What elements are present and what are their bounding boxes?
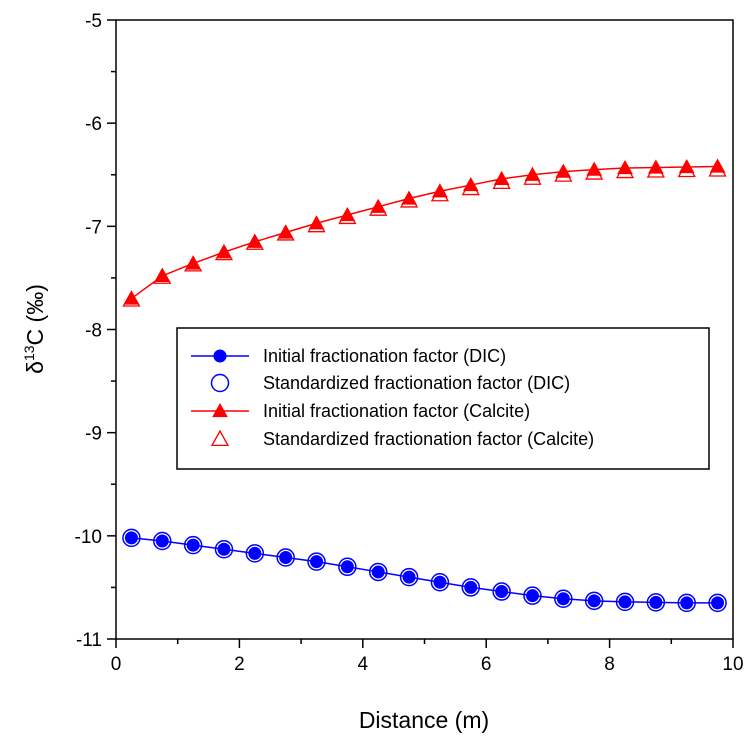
legend-label: Standardized fractionation factor (Calci… (263, 429, 594, 449)
data-point (492, 582, 511, 601)
legend-label: Standardized fractionation factor (DIC) (263, 373, 570, 393)
y-axis-title: δ13C (‰) (21, 284, 48, 374)
data-point (401, 190, 417, 205)
data-point (183, 535, 203, 555)
series-0-points (124, 531, 725, 610)
data-point (618, 595, 632, 609)
x-tick-label: 6 (481, 654, 492, 675)
axis-tick-labels: 0 2 4 6 8 10 -5 -6 -7 -8 -9 -10 -11 (75, 11, 744, 675)
data-point (245, 544, 265, 563)
data-point (124, 531, 138, 545)
data-point (276, 548, 295, 567)
data-point (648, 159, 664, 174)
data-point (217, 542, 231, 556)
y-tick-label: -8 (85, 321, 102, 342)
data-point (525, 589, 539, 603)
x-axis-title: Distance (m) (359, 707, 489, 733)
legend-marker (213, 349, 227, 363)
series-1-points (122, 528, 727, 613)
data-point (678, 158, 695, 174)
data-point (433, 575, 447, 589)
data-point (123, 290, 140, 305)
data-point (523, 586, 542, 605)
data-point (279, 550, 293, 564)
data-point (615, 592, 635, 612)
series-line-2 (130, 165, 718, 300)
data-point (584, 591, 604, 611)
data-point (340, 560, 354, 574)
y-tick-label: -5 (85, 11, 102, 32)
data-point (524, 166, 541, 181)
axis-ticks (107, 19, 734, 648)
data-point (368, 562, 388, 582)
data-point (248, 546, 262, 560)
legend-marker (212, 402, 228, 418)
data-point (461, 578, 481, 597)
y-axis-title-superscript: 13 (21, 345, 37, 361)
legend: Initial fractionation factor (DIC) Standa… (176, 327, 710, 470)
data-point (493, 170, 510, 185)
data-point (370, 198, 387, 213)
y-tick-label: -6 (85, 114, 102, 135)
data-point (371, 565, 385, 579)
data-point (214, 539, 234, 559)
data-point (586, 161, 603, 176)
data-point (185, 255, 201, 270)
data-point (495, 585, 509, 599)
y-tick-label: -7 (85, 217, 102, 238)
data-point (646, 593, 666, 612)
x-tick-label: 8 (604, 654, 615, 675)
data-point (462, 177, 479, 192)
data-point (307, 552, 326, 571)
data-point (430, 573, 450, 592)
data-point (554, 589, 573, 609)
data-point (308, 215, 325, 230)
legend-marker (210, 429, 230, 447)
data-point (246, 233, 263, 248)
data-point (432, 183, 448, 198)
legend-box (176, 327, 710, 470)
x-tick-label: 4 (358, 654, 369, 675)
data-point (556, 592, 570, 606)
y-tick-label: -9 (85, 424, 102, 445)
data-point (153, 531, 172, 551)
data-point (339, 206, 356, 222)
data-point (711, 596, 725, 610)
data-point (154, 267, 171, 282)
data-point (649, 595, 663, 609)
data-point (680, 596, 694, 610)
data-point (677, 593, 696, 613)
data-point (155, 534, 169, 548)
series-3-points (122, 160, 727, 307)
data-point (186, 538, 200, 552)
data-point (464, 580, 478, 594)
legend-label: Initial fractionation factor (DIC) (263, 346, 506, 366)
data-point (310, 555, 324, 569)
data-point (617, 160, 633, 175)
data-point (277, 224, 294, 239)
y-axis-title-suffix: C (‰) (22, 284, 48, 345)
data-point (216, 244, 232, 259)
y-tick-label: -11 (76, 630, 102, 651)
data-point (399, 567, 419, 587)
x-tick-label: 10 (722, 654, 743, 675)
data-point (587, 594, 601, 608)
legend-items: Initial fractionation factor (DIC) Standa… (191, 346, 594, 449)
data-point (122, 528, 141, 548)
series-layer (122, 158, 727, 613)
x-tick-label: 2 (234, 654, 245, 675)
data-point (708, 593, 727, 613)
data-point (555, 163, 572, 178)
data-point (338, 557, 357, 577)
y-axis-title-prefix: δ (22, 361, 48, 374)
legend-label: Initial fractionation factor (Calcite) (263, 401, 530, 421)
y-tick-label: -10 (75, 527, 102, 548)
data-point (402, 570, 416, 584)
data-point (709, 158, 726, 173)
series-2-points (123, 158, 726, 305)
legend-marker (210, 373, 230, 393)
x-tick-label: 0 (111, 654, 122, 675)
